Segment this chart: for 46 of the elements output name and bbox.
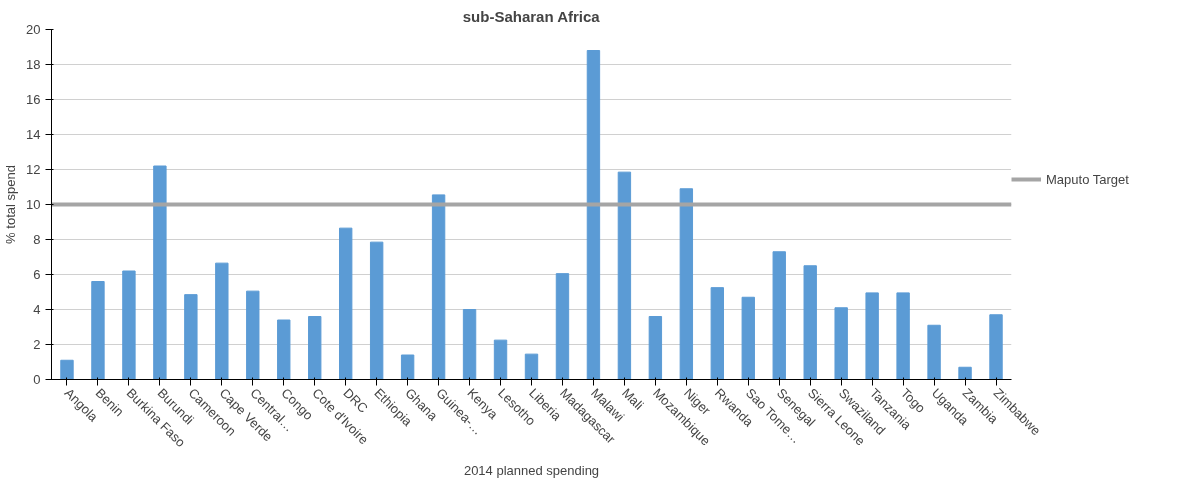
y-tick-label: 12 [26,162,41,177]
bar [277,319,291,380]
y-axis-title: % total spend [3,165,19,244]
y-tick-label: 4 [33,302,41,317]
bar [400,354,415,380]
bar [586,50,601,380]
bar [215,262,229,380]
bar [865,292,879,380]
bar [339,227,353,380]
bar [989,314,1003,380]
bar [803,265,817,380]
y-tick-label: 20 [26,22,41,37]
bar [710,287,724,380]
bar [493,339,508,380]
bar [369,241,384,380]
y-tick-label: 0 [33,372,41,387]
bar [184,294,198,380]
bar [927,324,941,380]
y-tick-label: 16 [26,92,41,107]
bar [431,194,446,380]
bar [462,309,477,380]
y-tick-label: 8 [33,232,41,247]
y-tick-label: 14 [26,127,41,142]
y-tick-label: 6 [33,267,41,282]
bar [60,359,74,380]
chart-title: sub-Saharan Africa [462,7,601,25]
bar [246,290,260,380]
bar [896,292,910,380]
bar [153,165,167,380]
bar [617,171,632,380]
x-axis-title: 2014 planned spending [463,463,600,479]
bar [958,366,972,380]
bar [555,273,570,380]
y-tick-label: 2 [33,337,41,352]
bar [308,316,322,380]
bar [679,188,694,380]
bar [741,296,755,380]
y-tick-label: 10 [26,197,41,212]
legend-label: Maputo Target [1046,171,1129,187]
bar [772,251,786,380]
bar [648,316,663,380]
bar [524,353,539,380]
bar [834,307,848,380]
bar [91,281,105,380]
y-tick-label: 18 [26,57,41,72]
bar [122,270,136,380]
